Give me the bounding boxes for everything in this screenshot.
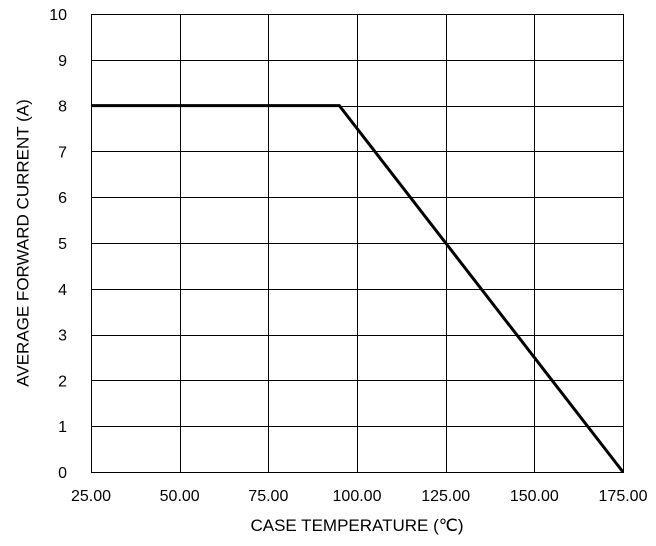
y-tick-label: 1 bbox=[58, 419, 67, 436]
x-axis-ticks: 25.00 50.00 75.00 100.00 125.00 150.00 175.00 bbox=[71, 488, 648, 505]
y-tick-label: 8 bbox=[58, 99, 67, 116]
y-tick-label: 6 bbox=[58, 190, 67, 207]
y-axis-ticks: 0 1 2 3 4 5 6 7 8 9 10 bbox=[49, 7, 67, 482]
series-layer bbox=[91, 104, 625, 473]
x-tick-label: 150.00 bbox=[510, 488, 559, 505]
y-tick-label: 0 bbox=[58, 465, 67, 482]
plot-frame bbox=[91, 14, 624, 473]
y-tick-label: 9 bbox=[58, 53, 67, 70]
y-tick-label: 2 bbox=[58, 373, 67, 390]
series-line bbox=[91, 104, 625, 473]
y-tick-label: 7 bbox=[58, 144, 67, 161]
x-tick-label: 50.00 bbox=[160, 488, 200, 505]
y-tick-label: 4 bbox=[58, 282, 67, 299]
grid bbox=[91, 14, 624, 473]
y-axis-title: AVERAGE FORWARD CURRENT (A) bbox=[13, 99, 32, 386]
x-tick-label: 25.00 bbox=[71, 488, 111, 505]
x-axis-title: CASE TEMPERATURE (℃) bbox=[250, 516, 463, 535]
y-tick-label: 5 bbox=[58, 236, 67, 253]
x-tick-label: 175.00 bbox=[599, 488, 648, 505]
x-tick-label: 75.00 bbox=[248, 488, 288, 505]
y-tick-label: 3 bbox=[58, 328, 67, 345]
x-tick-label: 125.00 bbox=[421, 488, 470, 505]
x-tick-label: 100.00 bbox=[333, 488, 382, 505]
y-tick-label: 10 bbox=[49, 7, 67, 24]
